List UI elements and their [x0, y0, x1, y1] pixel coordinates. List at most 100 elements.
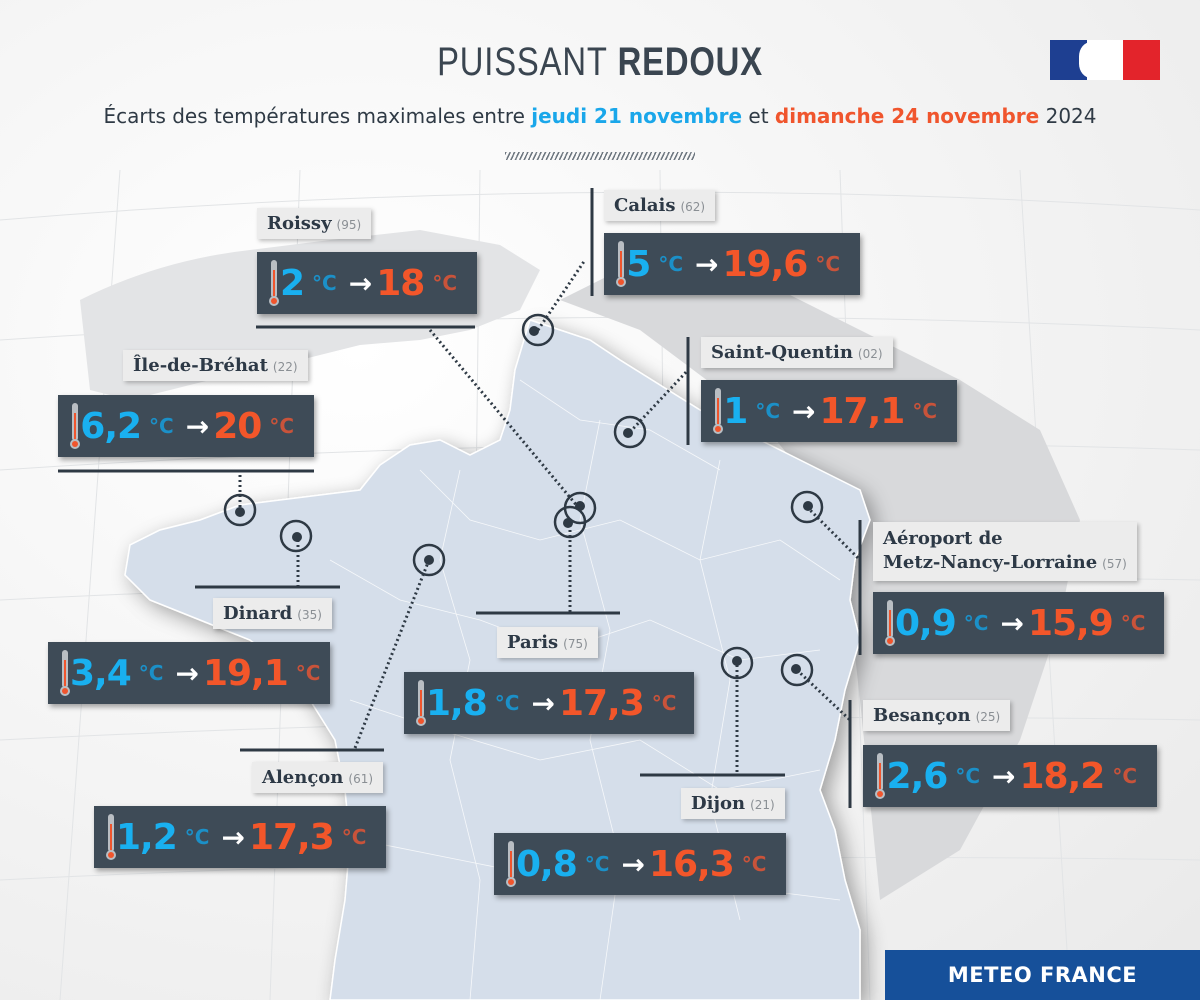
station-name-line2: Metz-Nancy-Lorraine [883, 552, 1098, 573]
temp-from: 2,6 [886, 755, 949, 797]
unit-from: °C [963, 611, 989, 635]
station-dept: (02) [857, 347, 883, 361]
temp-from: 3,4 [70, 652, 132, 694]
unit-from: °C [494, 691, 520, 715]
france-landmass [124, 319, 871, 1000]
temp-to: 19,1 [202, 652, 289, 694]
station-name: Calais [614, 195, 676, 216]
unit-to: °C [432, 271, 457, 295]
unit-from: °C [584, 852, 610, 876]
title-light: PUISSANT [437, 40, 608, 84]
marker-saint-quentin [613, 415, 647, 449]
station-label-paris: Paris (75) [497, 627, 598, 658]
station-dept: (95) [336, 218, 362, 232]
subtitle-suffix: 2024 [1039, 104, 1097, 128]
arrow-right-icon: → [185, 409, 210, 443]
page-title: PUISSANT REDOUX [108, 40, 1092, 85]
unit-from: °C [955, 764, 981, 788]
unit-from: °C [755, 399, 781, 423]
thermometer-icon [875, 753, 885, 799]
unit-to: °C [269, 414, 294, 438]
station-name: Besançon [873, 705, 971, 726]
temp-to: 17,1 [819, 390, 905, 432]
date-to: dimanche 24 novembre [774, 104, 1040, 128]
arrow-right-icon: → [348, 266, 373, 300]
temp-from: 6,2 [80, 405, 142, 447]
unit-to: °C [741, 852, 767, 876]
station-dept: (75) [563, 637, 588, 651]
unit-to: °C [815, 252, 840, 276]
temp-to: 18,2 [1019, 755, 1105, 797]
unit-to: °C [341, 825, 367, 849]
unit-from: °C [658, 252, 684, 276]
unit-to: °C [295, 661, 321, 685]
marker-besancon [780, 653, 814, 687]
unit-to: °C [1120, 611, 1146, 635]
temp-from: 1 [723, 390, 748, 432]
station-dept: (61) [348, 772, 374, 786]
marker-metz [790, 490, 824, 524]
temp-from: 1,8 [426, 682, 488, 724]
leader-lines [238, 259, 862, 775]
marianne-icon [1078, 42, 1109, 78]
station-label-besancon: Besançon (25) [863, 700, 1011, 731]
unit-from: °C [149, 414, 174, 438]
temp-to: 17,3 [558, 682, 645, 724]
station-name: Saint-Quentin [711, 342, 853, 363]
marker-paris [553, 505, 587, 539]
station-markers [223, 313, 824, 687]
station-label-roissy: Roissy (95) [257, 208, 372, 239]
date-from: jeudi 21 novembre [531, 104, 743, 128]
temp-to: 20 [213, 405, 262, 447]
temp-to: 16,3 [648, 843, 735, 885]
marker-dijon [720, 646, 754, 680]
subtitle-middle: et [742, 104, 775, 128]
unit-to: °C [651, 691, 677, 715]
temp-card-dinard: 3,4 °C → 19,1 °C [48, 642, 330, 704]
arrow-right-icon: → [695, 247, 719, 281]
temp-card-roissy: 2 °C → 18 °C [257, 252, 477, 314]
hatch-divider [505, 152, 695, 160]
temp-card-metz-nancy-lorraine: 0,9 °C → 15,9 °C [873, 592, 1164, 654]
arrow-right-icon: → [221, 820, 245, 854]
subtitle: Écarts des températures maximales entre … [0, 104, 1200, 128]
temp-card-ile-de-brehat: 6,2 °C → 20 °C [58, 395, 314, 457]
station-label-calais: Calais (62) [604, 190, 716, 221]
station-name: Alençon [262, 767, 344, 788]
arrow-right-icon: → [175, 656, 199, 690]
station-dept: (21) [750, 798, 775, 812]
arrow-right-icon: → [531, 686, 555, 720]
station-label-dijon: Dijon (21) [681, 788, 785, 819]
station-label-saint-quentin: Saint-Quentin (02) [701, 337, 893, 368]
temp-card-paris: 1,8 °C → 17,3 °C [404, 672, 694, 734]
station-label-metz-nancy-lorraine: Aéroport de Metz-Nancy-Lorraine (57) [873, 522, 1137, 581]
unit-from: °C [138, 661, 164, 685]
temp-card-besancon: 2,6 °C → 18,2 °C [863, 745, 1157, 807]
unit-from: °C [312, 271, 337, 295]
station-name: Île-de-Bréhat [133, 355, 268, 376]
station-name: Dinard [223, 603, 293, 624]
temp-to: 19,6 [722, 243, 808, 285]
station-name: Paris [507, 632, 559, 653]
temp-to: 15,9 [1027, 602, 1114, 644]
leader-bars [58, 188, 862, 808]
station-dept: (35) [297, 608, 322, 622]
republique-francaise-logo [1050, 40, 1161, 80]
arrow-right-icon: → [1000, 606, 1024, 640]
arrow-right-icon: → [621, 847, 645, 881]
temp-from: 5 [626, 243, 651, 285]
temp-from: 2 [279, 262, 305, 304]
thermometer-icon [269, 260, 279, 306]
temp-card-calais: 5 °C → 19,6 °C [604, 233, 860, 295]
unit-to: °C [1112, 764, 1137, 788]
marker-alencon [412, 543, 446, 577]
station-label-alencon: Alençon (61) [252, 762, 384, 793]
temp-to: 17,3 [248, 816, 335, 858]
marker-dinard [279, 519, 313, 553]
temp-to: 18 [376, 262, 425, 304]
station-name: Dijon [691, 793, 746, 814]
title-bold: REDOUX [617, 40, 763, 84]
temp-from: 1,2 [116, 816, 178, 858]
temp-card-saint-quentin: 1 °C → 17,1 °C [701, 380, 957, 442]
station-dept: (57) [1102, 557, 1127, 571]
